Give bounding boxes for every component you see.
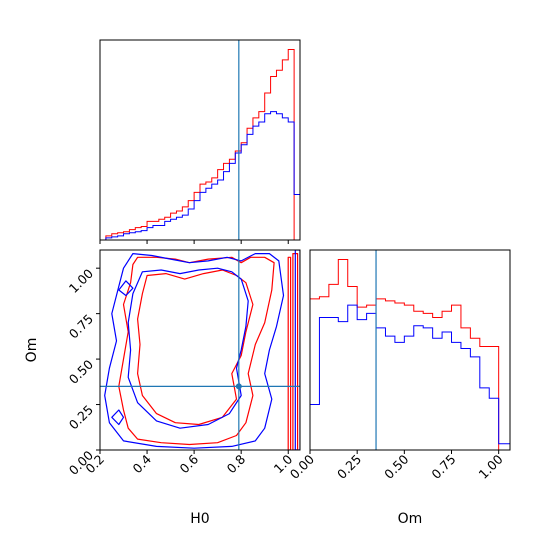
x-tick-label: 0.75 (428, 452, 458, 482)
histogram-step-blue (100, 111, 300, 240)
histogram-step-red (310, 259, 510, 450)
histogram-step-red (100, 49, 300, 240)
x-axis-label: H0 (190, 511, 209, 527)
contour-blue (294, 250, 300, 450)
contour-blue (118, 280, 134, 297)
x-tick-label: 0.6 (177, 451, 202, 476)
y-tick-label: 0.25 (66, 402, 96, 432)
y-axis-label: Om (24, 338, 40, 363)
y-tick-label: 0.75 (66, 311, 96, 341)
contour-blue (104, 253, 285, 449)
contour-h0-om-plot-area (100, 250, 300, 450)
hist-om-frame (309, 249, 511, 451)
contour-blue (127, 267, 249, 429)
y-tick-label: 1.00 (66, 266, 96, 296)
contour-blue (111, 409, 125, 426)
contour-red (118, 256, 275, 446)
contour-red (137, 269, 254, 426)
histogram-step-blue (310, 304, 510, 450)
x-tick-label: 0.25 (334, 452, 364, 482)
hist-h0-frame (99, 39, 301, 241)
x-tick-label: 0.4 (130, 451, 155, 476)
x-tick-label: 0.00 (287, 451, 317, 481)
truth-marker (235, 383, 242, 390)
contour-h0-om-frame (99, 249, 301, 451)
x-axis-label: Om (398, 511, 423, 527)
contour-red (292, 253, 299, 450)
x-tick-label: 1.00 (476, 451, 506, 481)
x-tick-label: 0.8 (224, 451, 249, 476)
y-tick-label: 0.50 (66, 357, 96, 387)
contour-red (287, 256, 292, 450)
hist-h0-plot-area (100, 40, 300, 240)
hist-om-plot-area (310, 250, 510, 450)
x-tick-label: 0.50 (381, 451, 411, 481)
